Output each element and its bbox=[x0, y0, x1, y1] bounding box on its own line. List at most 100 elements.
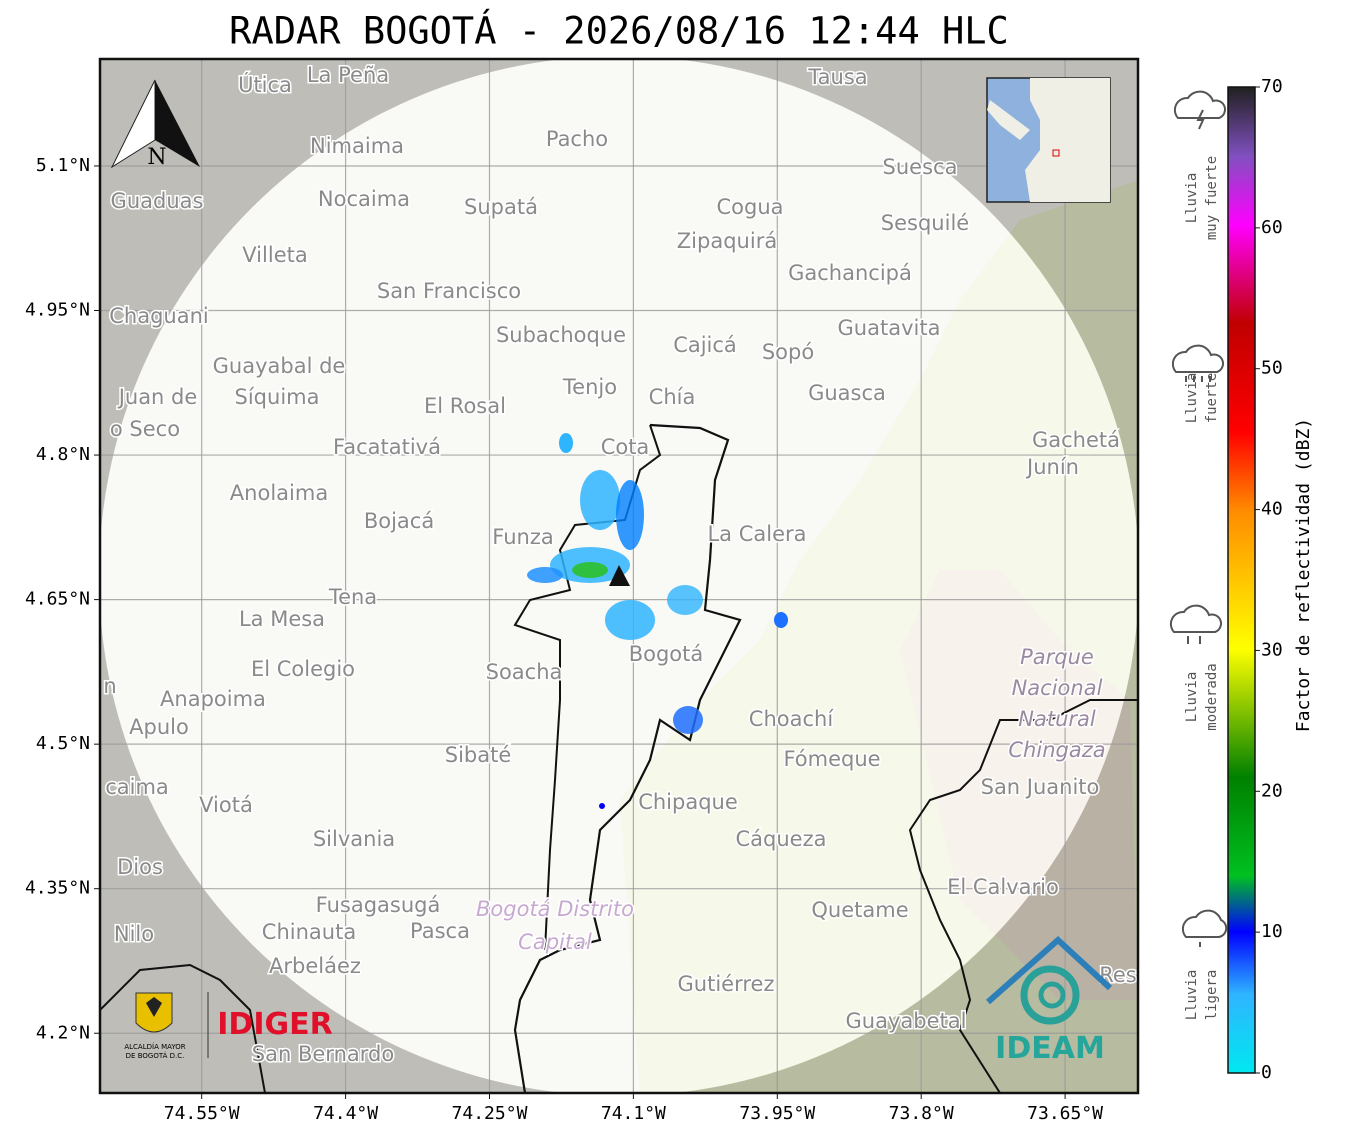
alcaldia-logo: ALCALDÍA MAYOR DE BOGOTÁ D.C. IDIGER bbox=[124, 992, 333, 1060]
dept-boundary bbox=[100, 963, 266, 1093]
place-label: Quetame bbox=[811, 898, 908, 922]
place-label: San Francisco bbox=[377, 279, 521, 303]
rain-legend-label: moderada bbox=[1204, 663, 1220, 730]
place-label: Supatá bbox=[464, 195, 538, 219]
place-label: caima bbox=[105, 775, 169, 799]
park-label: Natural bbox=[1018, 707, 1096, 731]
district-label: Bogotá Distrito bbox=[476, 897, 634, 921]
place-label: Cajicá bbox=[673, 333, 737, 357]
echo bbox=[616, 480, 644, 550]
colorbar-tick-label: 60 bbox=[1261, 217, 1283, 238]
echo bbox=[572, 562, 608, 578]
place-label: Gutiérrez bbox=[678, 972, 775, 996]
rain-legend-label: Lluvia bbox=[1184, 970, 1200, 1021]
radar-echoes bbox=[527, 433, 788, 809]
place-label: Nocaima bbox=[318, 187, 410, 211]
lon-tick-label: 73.8°W bbox=[889, 1103, 954, 1124]
place-label: n bbox=[103, 674, 116, 698]
lat-tick-label: 4.2°N bbox=[36, 1022, 90, 1043]
echo bbox=[774, 612, 788, 628]
place-label: Útica bbox=[238, 72, 292, 97]
echo bbox=[667, 585, 703, 615]
place-label: Apulo bbox=[129, 715, 189, 739]
lat-tick-label: 4.8°N bbox=[36, 444, 90, 465]
place-label: Guayabetal bbox=[846, 1009, 967, 1033]
rain-icons bbox=[1169, 90, 1228, 947]
echo bbox=[527, 567, 563, 583]
place-label: Gachancipá bbox=[788, 261, 912, 285]
place-label: Suesca bbox=[883, 155, 958, 179]
place-label: Viotá bbox=[199, 793, 253, 817]
title: RADAR BOGOTÁ - 2026/08/16 12:44 HLC bbox=[229, 9, 1009, 53]
lat-tick-label: 4.35°N bbox=[25, 878, 90, 899]
place-label: Bogotá bbox=[629, 642, 704, 666]
ideam-logo: IDEAM bbox=[986, 935, 1113, 1066]
place-label: Anapoima bbox=[160, 687, 266, 711]
place-label: Chinauta bbox=[262, 920, 356, 944]
lon-tick-label: 74.4°W bbox=[313, 1103, 378, 1124]
place-label: Tausa bbox=[807, 65, 867, 89]
colorbar bbox=[1227, 86, 1256, 1074]
place-label: La Calera bbox=[707, 522, 806, 546]
place-label: El Rosal bbox=[424, 394, 506, 418]
place-label: Silvania bbox=[313, 827, 395, 851]
place-label: Guatavita bbox=[838, 316, 941, 340]
echo bbox=[559, 433, 573, 453]
place-label: Zipaquirá bbox=[677, 229, 777, 253]
place-label: Soacha bbox=[486, 660, 563, 684]
district-boundary-west bbox=[513, 424, 662, 951]
place-label: Síquima bbox=[235, 385, 320, 409]
place-label: Sopó bbox=[762, 340, 814, 364]
ideam-swirl bbox=[1038, 981, 1066, 1009]
place-label: Choachí bbox=[749, 707, 835, 731]
icon-moderate bbox=[1169, 604, 1222, 644]
inset-land bbox=[987, 100, 1030, 140]
district-boundary bbox=[513, 423, 742, 1093]
lat-tick-label: 4.5°N bbox=[36, 733, 90, 754]
inset-marker bbox=[1052, 149, 1060, 157]
place-label: Cáqueza bbox=[736, 827, 827, 851]
place-label: Fusagasugá bbox=[316, 893, 441, 917]
place-label: La Peña bbox=[307, 63, 389, 87]
place-label: Bojacá bbox=[364, 509, 434, 533]
place-label: Guaduas bbox=[111, 189, 204, 213]
place-label: El Colegio bbox=[251, 657, 355, 681]
colorbar-tick-label: 0 bbox=[1261, 1062, 1272, 1083]
alcaldia-text: DE BOGOTÁ D.C. bbox=[126, 1051, 185, 1060]
place-label: o Seco bbox=[110, 417, 180, 441]
park-label: Chingaza bbox=[1008, 738, 1105, 762]
north-arrow bbox=[155, 80, 200, 167]
place-label: Nilo bbox=[114, 922, 154, 946]
echo bbox=[605, 600, 655, 640]
ideam-swirl bbox=[1020, 965, 1080, 1025]
place-label: La Mesa bbox=[239, 607, 325, 631]
place-label: Guasca bbox=[808, 381, 886, 405]
place-label: Dios bbox=[117, 855, 163, 879]
rain-legend-label: ligera bbox=[1204, 970, 1220, 1021]
place-label: Pasca bbox=[410, 919, 470, 943]
place-label: Nimaima bbox=[310, 134, 404, 158]
crest-eagle bbox=[146, 997, 162, 1017]
colorbar-tick-label: 10 bbox=[1261, 921, 1283, 942]
alcaldia-text: ALCALDÍA MAYOR bbox=[124, 1042, 185, 1051]
district-label: Capital bbox=[518, 930, 592, 954]
place-label: Funza bbox=[492, 525, 553, 549]
place-label: Tenjo bbox=[562, 375, 617, 399]
map-frame bbox=[98, 57, 1140, 1095]
place-label: Guayabal de bbox=[213, 354, 346, 378]
lat-tick-label: 4.95°N bbox=[25, 300, 90, 321]
rain-legend-label: Lluvia bbox=[1184, 672, 1200, 723]
map-area: La Peña Útica Tausa Pacho Nimaima Guaduas Noca… bbox=[100, 59, 1138, 1093]
place-label: San Bernardo bbox=[252, 1042, 394, 1066]
place-label: Sesquilé bbox=[881, 211, 969, 235]
place-label: Subachoque bbox=[496, 323, 626, 347]
place-label: Fómeque bbox=[783, 747, 880, 771]
echo bbox=[599, 803, 605, 809]
place-label: Pacho bbox=[546, 127, 608, 151]
place-label: Villeta bbox=[242, 243, 307, 267]
lon-tick-label: 73.95°W bbox=[739, 1103, 815, 1124]
icon-storm bbox=[1173, 90, 1226, 130]
colorbar-tick-label: 50 bbox=[1261, 358, 1283, 379]
place-label: El Calvario bbox=[947, 875, 1059, 899]
ideam-text: IDEAM bbox=[995, 1031, 1105, 1066]
